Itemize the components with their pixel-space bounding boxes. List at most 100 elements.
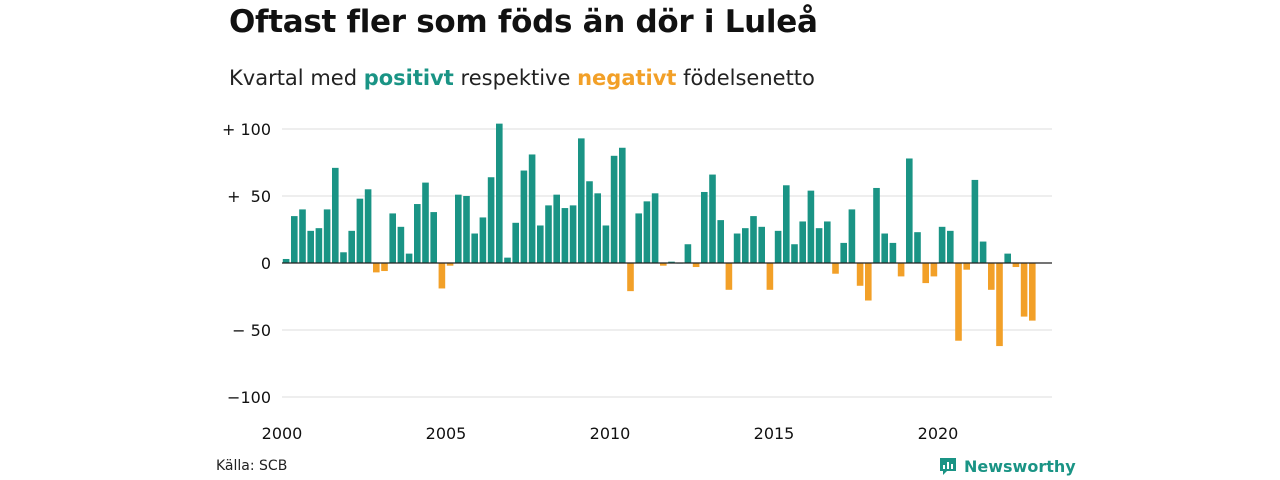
bar bbox=[504, 257, 511, 263]
bar bbox=[602, 225, 610, 263]
bar bbox=[865, 263, 872, 301]
x-tick-label: 2010 bbox=[590, 424, 631, 443]
bar bbox=[930, 263, 938, 277]
bar bbox=[938, 226, 946, 263]
subtitle-positive-word: positivt bbox=[363, 66, 454, 90]
bar bbox=[537, 225, 544, 263]
bar bbox=[405, 253, 413, 263]
x-tick-label: 2000 bbox=[262, 424, 303, 443]
bar bbox=[364, 189, 372, 263]
bar bbox=[512, 222, 519, 263]
bar bbox=[848, 209, 856, 263]
bar bbox=[906, 158, 913, 263]
bar bbox=[438, 263, 446, 289]
bar bbox=[971, 179, 979, 263]
subtitle-middle: respektive bbox=[460, 66, 571, 90]
bar bbox=[487, 177, 495, 263]
bar bbox=[463, 196, 470, 263]
bar bbox=[979, 241, 987, 263]
bar bbox=[684, 244, 692, 263]
bar bbox=[733, 233, 741, 263]
bar bbox=[832, 263, 839, 274]
bar bbox=[824, 221, 831, 263]
bar bbox=[561, 208, 569, 263]
bar bbox=[356, 198, 364, 263]
bar bbox=[496, 123, 503, 263]
bar bbox=[889, 242, 897, 263]
bar bbox=[282, 258, 290, 263]
bar bbox=[783, 185, 790, 263]
bar bbox=[471, 233, 478, 263]
x-tick-label: 2005 bbox=[426, 424, 467, 443]
newsworthy-brand: Newsworthy bbox=[938, 456, 1076, 476]
bar bbox=[988, 263, 995, 290]
bar bbox=[774, 230, 782, 263]
bar bbox=[840, 242, 847, 263]
bar bbox=[873, 187, 880, 263]
bar bbox=[692, 263, 700, 268]
bar bbox=[815, 228, 823, 263]
bar bbox=[545, 205, 552, 263]
bar bbox=[1004, 253, 1011, 263]
bar bbox=[766, 263, 774, 290]
y-tick-label: + 50 bbox=[227, 187, 271, 206]
bar bbox=[446, 263, 454, 266]
bar bbox=[947, 230, 954, 263]
bar bbox=[291, 216, 298, 263]
bar bbox=[553, 194, 560, 263]
bar bbox=[381, 263, 388, 272]
y-tick-label: − 50 bbox=[232, 321, 271, 340]
bar bbox=[856, 263, 864, 286]
bar bbox=[586, 181, 593, 263]
bar bbox=[627, 263, 634, 292]
bar bbox=[389, 213, 396, 263]
x-tick-label: 2020 bbox=[918, 424, 959, 443]
bar bbox=[791, 244, 798, 263]
y-tick-label: 0 bbox=[261, 254, 271, 273]
bar bbox=[619, 147, 626, 263]
bar bbox=[520, 170, 528, 263]
newsworthy-logo-icon bbox=[940, 458, 956, 475]
bar bbox=[340, 252, 347, 263]
brand-name: Newsworthy bbox=[964, 456, 1076, 476]
subtitle-suffix: födelsenetto bbox=[683, 66, 815, 90]
bar bbox=[963, 263, 970, 270]
bar bbox=[373, 263, 380, 273]
bar bbox=[430, 212, 437, 263]
bar bbox=[660, 263, 667, 266]
y-tick-label: + 100 bbox=[222, 120, 271, 139]
bar bbox=[668, 261, 675, 263]
bar bbox=[955, 263, 962, 341]
y-tick-label: −100 bbox=[227, 388, 271, 407]
bar bbox=[643, 201, 651, 263]
bar bbox=[709, 174, 716, 263]
bar bbox=[799, 221, 806, 263]
bar bbox=[422, 182, 429, 263]
bar bbox=[717, 220, 724, 263]
chart-title: Oftast fler som föds än dör i Luleå bbox=[229, 4, 818, 40]
bar bbox=[414, 204, 421, 263]
bar bbox=[897, 263, 905, 277]
bar bbox=[455, 194, 462, 263]
source-note: Källa: SCB bbox=[216, 458, 288, 474]
bar bbox=[569, 205, 577, 263]
bar bbox=[610, 155, 618, 263]
bar bbox=[807, 190, 815, 263]
bar bbox=[315, 228, 323, 263]
subtitle-prefix: Kvartal med bbox=[229, 66, 358, 90]
bar bbox=[1012, 263, 1020, 268]
bar bbox=[914, 232, 921, 263]
bar bbox=[299, 209, 306, 263]
bar bbox=[635, 213, 642, 263]
bar bbox=[758, 226, 765, 263]
bar bbox=[750, 216, 757, 263]
bar bbox=[479, 217, 487, 263]
bar bbox=[397, 226, 405, 263]
bar bbox=[594, 193, 601, 263]
bar bbox=[578, 138, 585, 263]
bar bbox=[996, 263, 1003, 347]
bar bbox=[701, 191, 708, 263]
chart-subtitle: Kvartal med positivt respektive negativt… bbox=[229, 66, 815, 90]
bar bbox=[1029, 263, 1036, 321]
bar bbox=[725, 263, 733, 290]
